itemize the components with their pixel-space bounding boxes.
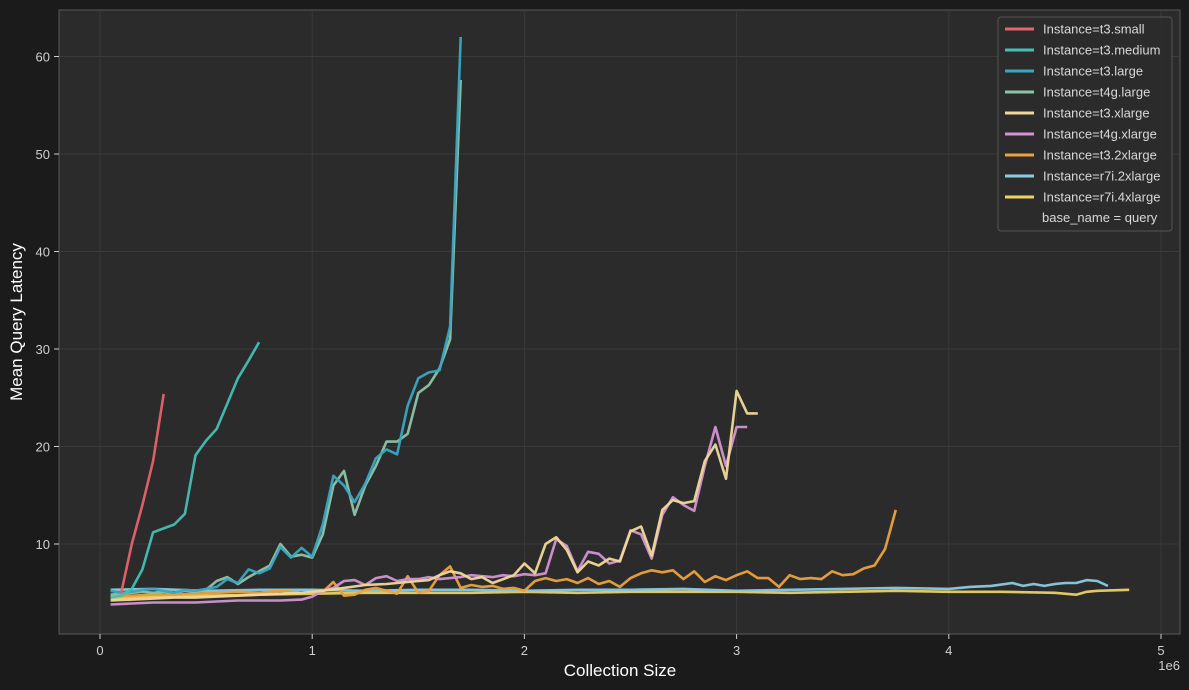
series-line xyxy=(110,389,758,602)
legend-item-label: Instance=t4g.large xyxy=(1043,85,1150,100)
series-line xyxy=(119,393,165,594)
y-tick-label: 10 xyxy=(36,537,50,552)
legend-item-label: Instance=t3.medium xyxy=(1043,43,1160,58)
y-axis-label: Mean Query Latency xyxy=(7,243,26,401)
x-offset-label: 1e6 xyxy=(1158,658,1180,673)
legend-item-label: Instance=r7i.4xlarge xyxy=(1043,190,1160,205)
y-axis-ticks: 10 20 30 40 50 60 xyxy=(36,50,59,552)
x-tick-label: 4 xyxy=(945,643,952,658)
series-line xyxy=(110,509,898,598)
legend-item-label: Instance=t3.xlarge xyxy=(1043,106,1150,121)
legend-item-label: Instance=t3.2xlarge xyxy=(1043,148,1157,163)
series-lines xyxy=(110,36,1130,606)
x-tick-label: 2 xyxy=(521,643,528,658)
y-tick-label: 60 xyxy=(36,50,50,65)
series-line xyxy=(110,341,261,599)
x-axis-ticks: 0 1 2 3 4 5 xyxy=(96,634,1165,658)
x-tick-label: 0 xyxy=(96,643,103,658)
x-axis-label: Collection Size xyxy=(564,661,676,680)
x-tick-label: 5 xyxy=(1157,643,1164,658)
plot-area xyxy=(58,9,1181,635)
series-line xyxy=(110,36,462,595)
y-tick-label: 50 xyxy=(36,147,50,162)
legend-item-label: Instance=t4g.xlarge xyxy=(1043,127,1157,142)
series-line xyxy=(110,578,1109,593)
legend: Instance=t3.small Instance=t3.medium Insta… xyxy=(997,16,1173,232)
legend-box xyxy=(997,16,1173,232)
legend-item-label: Instance=t3.large xyxy=(1043,64,1143,79)
x-tick-label: 1 xyxy=(309,643,316,658)
x-tick-label: 3 xyxy=(733,643,740,658)
y-tick-label: 30 xyxy=(36,342,50,357)
legend-title-row: base_name = query xyxy=(1042,210,1158,225)
legend-item-label: Instance=t3.small xyxy=(1043,22,1145,37)
legend-item-label: Instance=r7i.2xlarge xyxy=(1043,169,1160,184)
y-tick-label: 40 xyxy=(36,245,50,260)
y-tick-label: 20 xyxy=(36,440,50,455)
